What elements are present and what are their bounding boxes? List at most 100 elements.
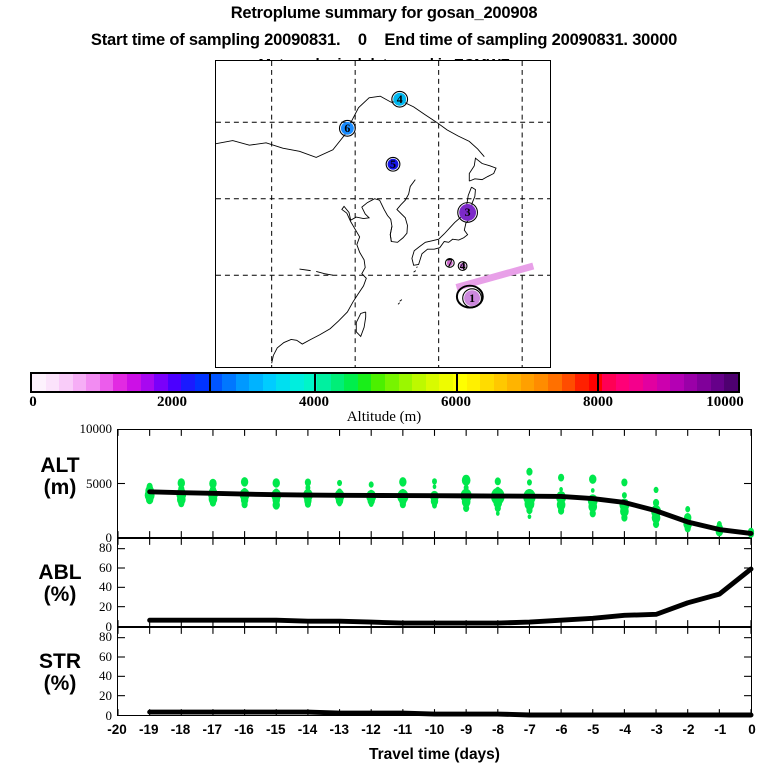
altitude-particle [621,492,627,499]
x-tick-label: -13 [329,722,350,737]
colorbar-swatch [317,374,331,391]
altitude-particle [621,513,628,522]
x-tick-label: -16 [234,722,254,737]
colorbar-swatch [398,374,413,391]
y-tick-label: 40 [99,579,112,595]
coastline [389,226,393,242]
colorbar-swatch [303,374,318,391]
colorbar-swatch [547,374,562,391]
altitude-particle [178,499,185,508]
colorbar-swatch [127,374,141,391]
colorbar-tick-label: 0 [29,394,37,410]
centroid-marker [387,158,399,170]
colorbar-swatch [561,374,576,391]
coastline [216,95,485,158]
altitude-particle [432,478,437,485]
centroid-marker-label: 5 [390,157,396,171]
altitude-particle [526,506,533,515]
colorbar-swatch [32,374,46,391]
colorbar-swatch [412,374,426,391]
altitude-particle [589,474,597,484]
altitude-particle [461,474,471,486]
colorbar-swatch [724,374,739,391]
centroid-marker-label: 6 [344,121,350,135]
altitude-particle [684,524,691,533]
colorbar-swatch [276,374,290,391]
colorbar-swatch [575,374,589,391]
alt-label-line1: ALT [40,454,80,477]
colorbar-swatch [222,374,236,391]
coastline [299,268,311,272]
altitude-particle [652,520,660,529]
colorbar-swatch [466,374,481,391]
alt-plot-area [117,430,755,538]
colorbar-swatch [86,374,100,391]
altitude-particle [304,499,311,508]
colorbar-swatch [602,374,616,391]
colorbar-swatch [697,374,711,391]
colorbar-swatch [344,374,358,391]
colorbar-swatch [534,374,548,391]
colorbar-separator [314,374,317,391]
x-tick-label: 0 [748,722,756,737]
x-tick-label: -19 [138,722,159,737]
altitude-particle [524,497,535,511]
y-tick-labels: 10000 5000 0 80 60 40 20 0 80 60 40 20 0 [50,0,113,768]
coastline [355,311,367,338]
colorbar-tick-label: 6000 [441,394,471,410]
colorbar-swatch [371,374,386,391]
altitude-particle [494,504,501,513]
altitude-particle [653,486,659,494]
y-tick-label: 20 [99,688,112,704]
altitude-particle [589,509,596,518]
altitude-colorbar: 0 2000 4000 6000 8000 10000 [29,372,744,410]
colorbar-swatch [59,374,73,391]
x-tick-label: -7 [523,722,536,737]
centroid-marker-outline [457,202,479,223]
centroid-marker-outline [444,258,455,268]
y-tick-label: 40 [99,668,112,684]
colorbar-swatch [208,374,223,391]
x-tick-label: -14 [297,722,318,737]
x-tick-label: -1 [714,722,727,737]
centroid-marker [459,204,477,221]
altitude-particle [558,506,565,515]
centroid-marker [459,263,466,270]
colorbar-swatch [113,374,128,391]
colorbar-swatch [588,374,603,391]
colorbar-swatch [507,374,521,391]
altitude-particle [526,467,533,476]
colorbar-swatch [385,374,399,391]
altitude-particle [368,481,374,488]
centroid-marker-outline [462,288,482,309]
y-tick-label: 60 [99,648,112,664]
colorbar-swatch [629,374,644,391]
centroid-marker [340,121,354,135]
colorbar-separator [208,374,211,391]
altitude-particle [558,473,565,482]
x-axis-title: Travel time (days) [369,746,500,763]
x-tick-label: -18 [170,722,191,737]
x-tick-label: -10 [424,722,445,737]
colorbar-swatch [289,374,304,391]
altitude-particle [620,505,629,517]
coastline [416,266,418,268]
x-tick-label: -9 [460,722,473,737]
altitude-particle [240,477,249,487]
centroid-marker-label: 1 [469,291,475,305]
colorbar-swatch [154,374,168,391]
colorbar-tick-label: 10000 [706,394,744,410]
altitude-particle [590,488,595,493]
centroid-marker [464,290,481,307]
colorbar-swatch [330,374,345,391]
altitude-particle [527,514,532,520]
str-label-line2: (%) [43,671,77,695]
colorbar-swatch [480,374,494,391]
colorbar-swatch [194,374,209,391]
centroid-marker-label: 4 [460,259,466,273]
alt-panel-label: ALT (m) [10,455,110,499]
str-line [147,709,754,718]
colorbar-swatch [99,374,114,391]
